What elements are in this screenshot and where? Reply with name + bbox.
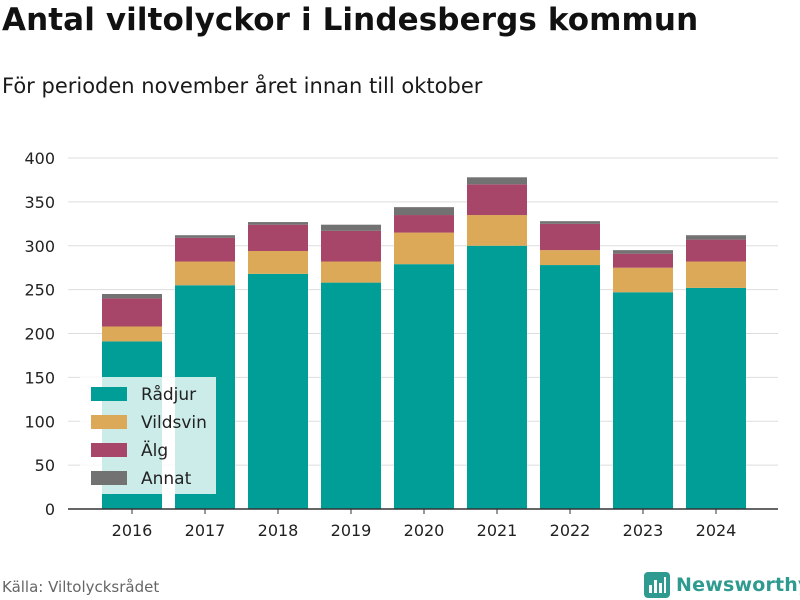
x-tick-label: 2018 [258,521,299,540]
bar-segment [321,230,381,262]
y-tick-label: 250 [24,281,55,300]
legend: Rådjur Vildsvin Älg Annat [80,377,216,494]
bar-segment [686,261,746,288]
bar-segment [540,223,600,251]
bar-segment [467,245,527,509]
legend-swatch [91,415,127,429]
bar-segment [102,294,162,299]
legend-label: Vildsvin [141,413,207,433]
legend-label: Annat [141,469,192,489]
bar-segment [175,235,235,238]
bar-segment [321,261,381,283]
bar-segment [467,215,527,246]
bar-segment [686,287,746,509]
bar-segment [102,326,162,342]
bar-segment [613,253,673,268]
bar-segment [394,207,454,216]
bar-segment [540,265,600,509]
x-tick-label: 2023 [623,521,664,540]
bar-segment [467,177,527,185]
source-note: Källa: Viltolycksrådet [2,578,160,596]
stacked-bar-chart: 0 50 100 150 200 250 300 350 400 2016 2017 2018 2019… [24,149,778,540]
bar-segment [613,250,673,254]
legend-label: Rådjur [141,384,196,405]
bar-segment [175,237,235,262]
legend-swatch [91,387,127,401]
bar-segment [102,298,162,327]
x-tick-label: 2016 [112,521,153,540]
bar-segment [540,221,600,224]
y-tick-label: 100 [24,412,55,431]
bar-chart-logo-icon [644,572,670,598]
x-tick-label: 2019 [331,521,372,540]
x-tick-label: 2022 [550,521,591,540]
bar-segment [686,235,746,240]
y-tick-label: 300 [24,237,55,256]
chart-title: Antal viltolyckor i Lindesbergs kommun [2,2,699,38]
x-tick-label: 2021 [477,521,518,540]
bar-segment [467,184,527,216]
x-tick-label: 2024 [696,521,737,540]
brand-name: Newsworthy [676,574,800,596]
x-tick-label: 2017 [185,521,226,540]
legend-swatch [91,471,127,485]
axes: 0 50 100 150 200 250 300 350 400 2016 2017 2018 2019… [24,149,778,540]
y-tick-label: 150 [24,368,55,387]
bar-segment [613,292,673,509]
y-tick-label: 50 [35,456,55,475]
legend-label: Älg [141,440,168,461]
bar-segment [248,224,308,252]
bar-segment [248,273,308,509]
bar-segment [394,264,454,509]
y-tick-label: 200 [24,325,55,344]
bar-segment [686,239,746,262]
y-tick-label: 400 [24,149,55,168]
bar-segment [613,267,673,293]
brand-logo: Newsworthy [644,570,800,600]
y-tick-label: 350 [24,193,55,212]
x-tick-label: 2020 [404,521,445,540]
bar-segment [248,251,308,274]
bar-segment [321,224,381,231]
bar-segment [175,261,235,286]
bar-segment [394,232,454,265]
bar-segment [540,250,600,266]
bar-segment [394,215,454,233]
legend-swatch [91,443,127,457]
bar-segment [321,282,381,509]
y-tick-label: 0 [45,500,55,519]
bar-segment [248,222,308,225]
chart-subtitle: För perioden november året innan till ok… [2,74,483,98]
